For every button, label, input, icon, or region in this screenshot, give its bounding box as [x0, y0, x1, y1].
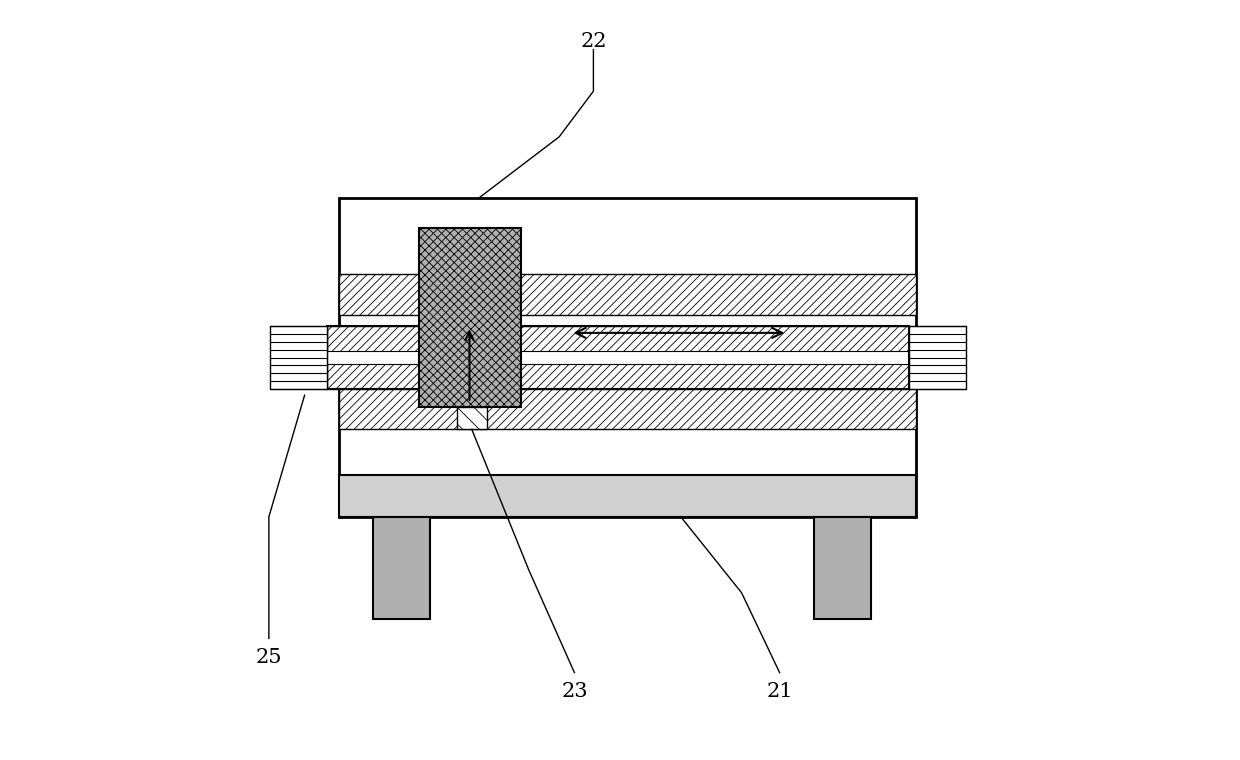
Bar — [813, 517, 870, 619]
Bar — [270, 326, 327, 389]
Text: 21: 21 — [766, 682, 792, 701]
Bar — [339, 475, 916, 517]
Bar — [339, 198, 916, 517]
Bar — [327, 363, 909, 389]
Bar — [327, 326, 909, 353]
Text: 23: 23 — [560, 682, 588, 701]
Text: 22: 22 — [580, 33, 606, 52]
Bar — [327, 326, 909, 389]
Text: 25: 25 — [255, 648, 283, 667]
Bar — [339, 388, 916, 429]
Bar — [327, 351, 909, 364]
Bar — [909, 326, 966, 389]
Bar — [456, 407, 487, 429]
Bar — [339, 274, 916, 315]
Bar — [419, 228, 521, 407]
Bar — [373, 517, 430, 619]
